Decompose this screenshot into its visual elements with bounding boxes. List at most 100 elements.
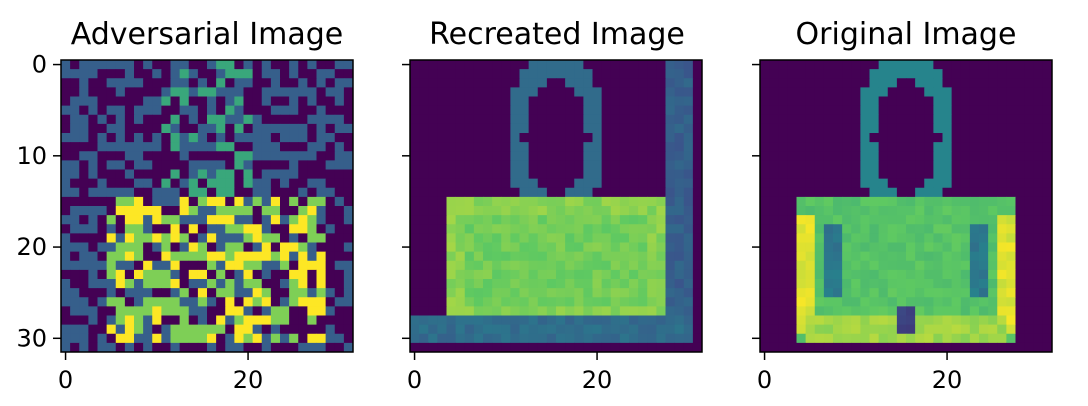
heatmap-cell — [683, 279, 694, 289]
heatmap-cell — [583, 96, 593, 107]
heatmap-cell — [152, 242, 162, 253]
heatmap-cell — [519, 215, 530, 225]
heatmap-cell — [656, 324, 666, 335]
heatmap-cell — [683, 169, 694, 180]
heatmap-cell — [656, 251, 666, 262]
heatmap-cell — [592, 151, 603, 161]
heatmap-cell — [610, 315, 621, 326]
heatmap-cell — [933, 315, 943, 326]
heatmap-cell — [1033, 297, 1044, 307]
heatmap-cell — [1042, 288, 1053, 298]
heatmap-cell — [106, 69, 117, 79]
heatmap-cell — [537, 242, 548, 253]
heatmap-cell — [674, 196, 685, 207]
heatmap-cell — [280, 105, 290, 116]
heatmap-cell — [997, 215, 1007, 225]
heatmap-cell — [1042, 279, 1053, 289]
heatmap-cell — [298, 60, 308, 70]
heatmap-cell — [814, 315, 825, 326]
heatmap-cell — [665, 215, 676, 225]
heatmap-cell — [924, 206, 934, 216]
heatmap-cell — [134, 288, 144, 298]
heatmap-cell — [519, 178, 530, 189]
heatmap-cell — [851, 78, 861, 88]
heatmap-cell — [814, 242, 825, 253]
x-tick-label: 20 — [932, 366, 963, 394]
heatmap-cell — [787, 215, 797, 225]
heatmap-cell — [656, 242, 666, 253]
heatmap-cell — [270, 87, 281, 97]
heatmap-cell — [674, 105, 685, 116]
heatmap-cell — [915, 178, 925, 189]
heatmap-cell — [896, 288, 907, 298]
heatmap-cell — [823, 169, 834, 180]
heatmap-cell — [629, 187, 639, 198]
heatmap-cell — [860, 178, 870, 189]
heatmap-cell — [960, 315, 971, 326]
heatmap-cell — [869, 196, 880, 207]
heatmap-cell — [665, 324, 676, 335]
heatmap-cell — [97, 178, 108, 189]
heatmap-cell — [674, 233, 685, 243]
heatmap-cell — [492, 96, 502, 107]
heatmap-cell — [796, 196, 807, 207]
heatmap-cell — [106, 297, 117, 307]
heatmap-cell — [501, 196, 511, 207]
heatmap-cell — [860, 260, 870, 271]
heatmap-cell — [674, 69, 685, 79]
heatmap-cell — [537, 160, 548, 170]
heatmap-cell — [878, 224, 889, 234]
heatmap-cell — [106, 242, 117, 253]
heatmap-cell — [979, 187, 989, 198]
heatmap-cell — [583, 196, 593, 207]
heatmap-cell — [969, 160, 980, 170]
heatmap-cell — [492, 160, 502, 170]
heatmap-cell — [455, 333, 466, 344]
heatmap-cell — [334, 114, 345, 125]
heatmap-cell — [665, 87, 676, 97]
heatmap-cell — [887, 342, 898, 353]
heatmap-cell — [316, 342, 327, 353]
heatmap-cell — [924, 187, 934, 198]
heatmap-cell — [280, 242, 290, 253]
heatmap-cell — [860, 288, 870, 298]
heatmap-cell — [565, 169, 575, 180]
heatmap-cell — [298, 288, 308, 298]
heatmap-cell — [270, 133, 281, 143]
heatmap-cell — [647, 342, 657, 353]
heatmap-cell — [592, 123, 603, 134]
heatmap-cell — [70, 224, 80, 234]
heatmap-cell — [316, 215, 327, 225]
heatmap-cell — [583, 78, 593, 88]
heatmap-cell — [170, 279, 181, 289]
heatmap-cell — [188, 333, 199, 344]
heatmap-cell — [760, 96, 770, 107]
heatmap-cell — [115, 151, 126, 161]
heatmap-cell — [188, 269, 199, 280]
heatmap-cell — [638, 142, 648, 152]
heatmap-cell — [979, 269, 989, 280]
heatmap-cell — [501, 206, 511, 216]
heatmap-cell — [197, 242, 208, 253]
heatmap-cell — [197, 160, 208, 170]
heatmap-cell — [842, 169, 852, 180]
heatmap-cell — [1024, 169, 1035, 180]
heatmap-cell — [492, 105, 502, 116]
heatmap-cell — [814, 196, 825, 207]
heatmap-cell — [261, 251, 272, 262]
heatmap-cell — [565, 260, 575, 271]
heatmap-cell — [833, 251, 843, 262]
heatmap-cell — [692, 288, 703, 298]
heatmap-cell — [207, 342, 217, 353]
heatmap-cell — [656, 233, 666, 243]
heatmap-cell — [207, 105, 217, 116]
heatmap-cell — [869, 306, 880, 316]
heatmap-cell — [519, 206, 530, 216]
heatmap-cell — [583, 251, 593, 262]
heatmap-cell — [343, 196, 354, 207]
heatmap-cell — [143, 160, 153, 170]
heatmap-cell — [519, 306, 530, 316]
heatmap-cell — [334, 324, 345, 335]
heatmap-cell — [88, 169, 98, 180]
heatmap-cell — [796, 114, 807, 125]
